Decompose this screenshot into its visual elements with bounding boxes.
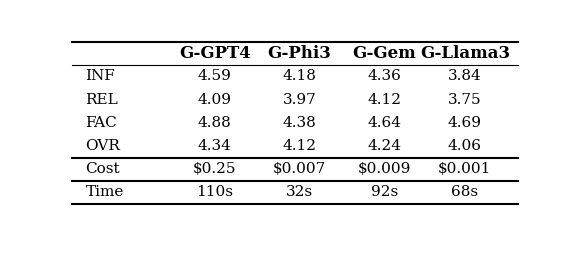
- Text: FAC: FAC: [85, 116, 117, 130]
- Text: OVR: OVR: [85, 139, 120, 153]
- Text: 4.69: 4.69: [448, 116, 482, 130]
- Text: 3.97: 3.97: [283, 92, 317, 107]
- Text: 4.12: 4.12: [367, 92, 401, 107]
- Text: REL: REL: [85, 92, 118, 107]
- Text: 4.59: 4.59: [198, 69, 232, 83]
- Text: 3.84: 3.84: [448, 69, 482, 83]
- Text: $0.001: $0.001: [438, 162, 491, 176]
- Text: Time: Time: [85, 185, 124, 199]
- Text: INF: INF: [85, 69, 115, 83]
- Text: 4.38: 4.38: [283, 116, 317, 130]
- Text: 4.18: 4.18: [283, 69, 317, 83]
- Text: 4.24: 4.24: [367, 139, 401, 153]
- Text: 4.34: 4.34: [198, 139, 232, 153]
- Text: 3.75: 3.75: [448, 92, 482, 107]
- Text: 32s: 32s: [286, 185, 313, 199]
- Text: $0.007: $0.007: [273, 162, 326, 176]
- Text: G-Llama3: G-Llama3: [420, 45, 510, 62]
- Text: 110s: 110s: [196, 185, 233, 199]
- Text: G-Gem: G-Gem: [353, 45, 416, 62]
- Text: G-Phi3: G-Phi3: [268, 45, 332, 62]
- Text: Cost: Cost: [85, 162, 120, 176]
- Text: $0.009: $0.009: [358, 162, 411, 176]
- Text: 4.09: 4.09: [198, 92, 232, 107]
- Text: 92s: 92s: [371, 185, 398, 199]
- Text: 4.88: 4.88: [198, 116, 232, 130]
- Text: 4.12: 4.12: [283, 139, 317, 153]
- Text: 4.64: 4.64: [367, 116, 401, 130]
- Text: G-GPT4: G-GPT4: [179, 45, 251, 62]
- Text: $0.25: $0.25: [193, 162, 237, 176]
- Text: 68s: 68s: [451, 185, 479, 199]
- Text: 4.36: 4.36: [367, 69, 401, 83]
- Text: 4.06: 4.06: [448, 139, 482, 153]
